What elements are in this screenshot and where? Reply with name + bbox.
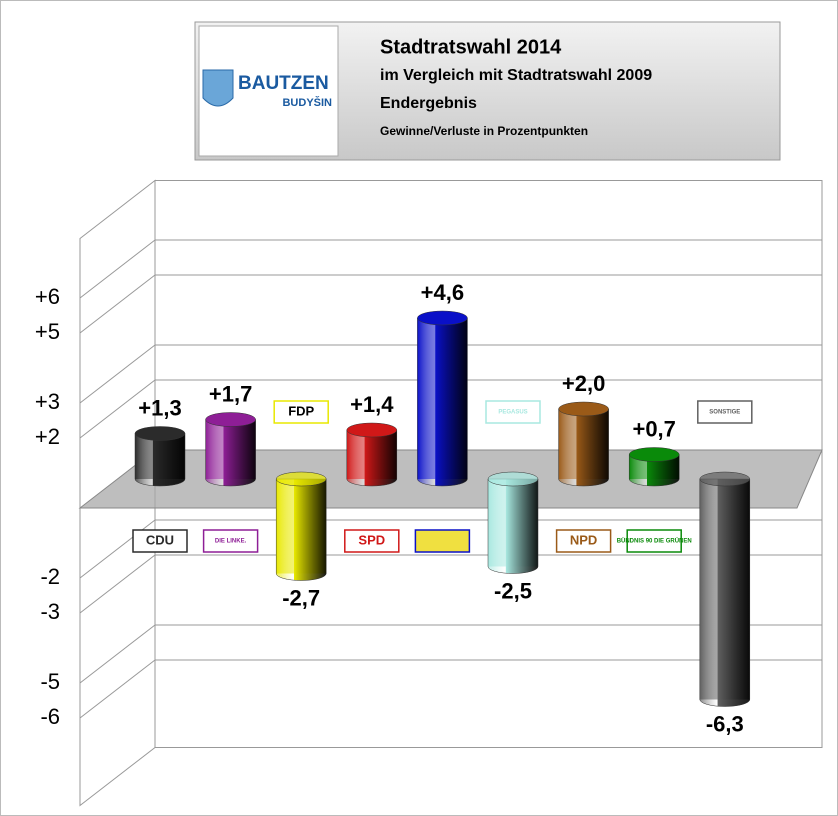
category-label: PEGASUS — [498, 410, 527, 416]
value-label: +1,3 — [138, 395, 181, 420]
value-label: +0,7 — [632, 416, 675, 441]
y-tick-label: -5 — [40, 669, 60, 694]
y-tick-label: -3 — [40, 599, 60, 624]
y-tick-label: -2 — [40, 564, 60, 589]
bar — [205, 419, 256, 487]
value-label: +2,0 — [562, 371, 605, 396]
party-logo — [485, 400, 541, 424]
status: Endergebnis — [380, 95, 477, 112]
logo-crest — [202, 69, 234, 107]
y-tick-label: +5 — [35, 319, 60, 344]
bar-cap — [346, 422, 398, 438]
party-logo — [344, 529, 400, 553]
value-label: +4,6 — [421, 280, 464, 305]
value-label: +1,7 — [209, 381, 252, 406]
bar-cap — [487, 471, 539, 487]
bar — [558, 408, 609, 487]
grid-line — [79, 659, 156, 719]
bar-cap — [558, 401, 609, 417]
party-logo — [626, 529, 682, 553]
y-tick-label: +2 — [35, 424, 60, 449]
chart-subtitle: im Vergleich mit Stadtratswahl 2009 — [380, 67, 652, 84]
y-tick-label: +6 — [35, 284, 60, 309]
bar — [275, 478, 327, 581]
bar — [487, 478, 539, 574]
party-logo — [202, 529, 259, 553]
value-label: +1,4 — [350, 392, 394, 417]
value-label: -2,7 — [282, 585, 320, 610]
grid-line — [79, 379, 156, 439]
logo-name: BAUTZEN — [238, 73, 329, 94]
category-label: BÜNDNIS 90 DIE GRÜNEN — [617, 538, 692, 545]
logo-subname: BUDYŠIN — [282, 96, 332, 109]
y-tick-label: -6 — [40, 704, 60, 729]
party-logo — [697, 400, 753, 424]
bar — [346, 429, 398, 487]
category-label: SONSTIGE — [709, 410, 740, 416]
bar-cap — [417, 310, 468, 326]
bar-cap — [699, 471, 751, 487]
bar — [628, 454, 680, 487]
grid-line — [79, 274, 156, 334]
party-logo — [414, 529, 471, 553]
bar-cap — [134, 426, 186, 441]
category-label: DIE LINKE. — [215, 539, 247, 545]
bar-cap — [275, 471, 327, 487]
y-tick-label: +3 — [35, 389, 60, 414]
grid-line — [79, 239, 156, 299]
category-label: FDP — [288, 403, 314, 418]
value-label: -6,3 — [706, 711, 744, 736]
bar — [134, 433, 186, 487]
category-label: SPD — [358, 532, 385, 547]
bar-cap — [628, 447, 680, 462]
grid-line — [79, 554, 156, 614]
party-logo — [273, 400, 329, 424]
value-label: -2,5 — [494, 578, 532, 603]
bar — [699, 478, 751, 707]
bar — [417, 317, 468, 487]
note: Gewinne/Verluste in Prozentpunkten — [380, 124, 588, 138]
grid-line — [79, 624, 156, 684]
party-logo — [132, 529, 188, 553]
chart-title: Stadtratswahl 2014 — [380, 36, 562, 58]
category-label: NPD — [570, 532, 597, 547]
grid-line — [79, 344, 156, 404]
party-logo — [555, 529, 612, 553]
category-label: CDU — [146, 532, 174, 547]
bar-cap — [205, 412, 256, 427]
